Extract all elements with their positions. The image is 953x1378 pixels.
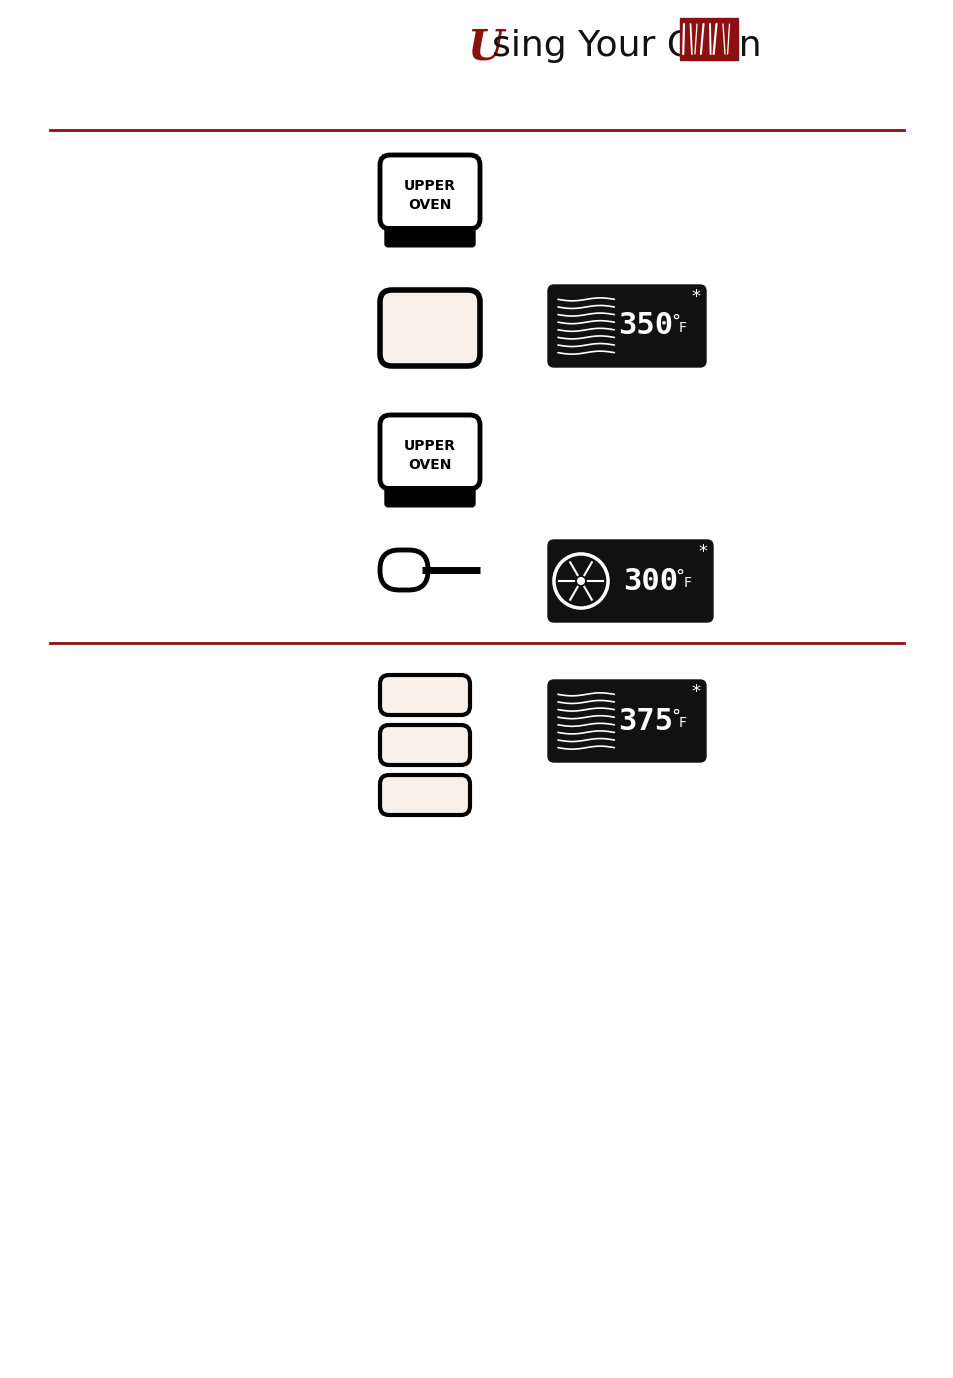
Text: °: ° bbox=[670, 313, 679, 331]
FancyBboxPatch shape bbox=[379, 725, 470, 765]
Text: °: ° bbox=[675, 568, 683, 586]
FancyBboxPatch shape bbox=[379, 415, 479, 489]
FancyBboxPatch shape bbox=[385, 486, 475, 507]
FancyBboxPatch shape bbox=[379, 550, 428, 590]
Text: °: ° bbox=[670, 708, 679, 726]
Text: OVEN: OVEN bbox=[408, 459, 451, 473]
Text: U: U bbox=[468, 26, 504, 68]
Text: *: * bbox=[691, 683, 700, 701]
FancyBboxPatch shape bbox=[379, 774, 470, 814]
Text: 375: 375 bbox=[618, 707, 673, 736]
Text: UPPER: UPPER bbox=[403, 179, 456, 193]
Text: *: * bbox=[698, 543, 707, 561]
FancyBboxPatch shape bbox=[379, 675, 470, 715]
Text: OVEN: OVEN bbox=[408, 198, 451, 212]
Text: sing Your Oven: sing Your Oven bbox=[492, 29, 760, 63]
FancyBboxPatch shape bbox=[379, 154, 479, 229]
Text: *: * bbox=[691, 288, 700, 306]
Text: 300: 300 bbox=[622, 566, 678, 595]
FancyBboxPatch shape bbox=[385, 227, 475, 247]
Text: F: F bbox=[679, 321, 686, 335]
Circle shape bbox=[554, 554, 607, 608]
FancyBboxPatch shape bbox=[679, 18, 738, 61]
Text: F: F bbox=[679, 717, 686, 730]
FancyBboxPatch shape bbox=[547, 679, 705, 762]
FancyBboxPatch shape bbox=[547, 285, 705, 367]
Text: F: F bbox=[682, 576, 691, 590]
FancyBboxPatch shape bbox=[547, 540, 712, 621]
FancyBboxPatch shape bbox=[379, 289, 479, 367]
Text: UPPER: UPPER bbox=[403, 440, 456, 453]
Text: 350: 350 bbox=[618, 311, 673, 340]
Circle shape bbox=[577, 577, 584, 586]
